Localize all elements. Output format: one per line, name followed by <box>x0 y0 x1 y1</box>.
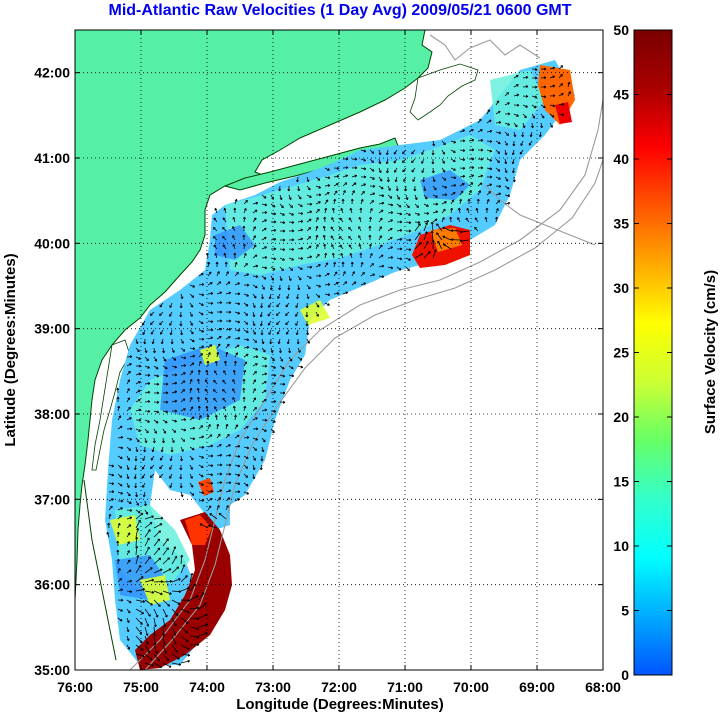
velocity-very-low-region <box>160 345 245 420</box>
x-tick-label: 69:00 <box>519 679 555 695</box>
axis-ticks <box>74 30 604 671</box>
x-tick-label: 76:00 <box>57 679 93 695</box>
y-tick-label: 38:00 <box>34 406 70 422</box>
y-tick-label: 35:00 <box>34 662 70 678</box>
y-axis-label: Latitude (Degrees:Minutes) <box>2 253 19 446</box>
bathymetry-contours <box>129 34 603 670</box>
velocity-moderate-region <box>200 345 220 365</box>
map-frame <box>74 29 604 671</box>
land-cape-cod <box>409 63 479 121</box>
colorbar-tick-label: 40 <box>613 151 629 167</box>
x-tick-labels: 76:00 75:00 74:00 73:00 72:00 71:00 70:00 69:00… <box>57 679 621 695</box>
x-tick-label: 71:00 <box>387 679 423 695</box>
colorbar-tick-label: 5 <box>621 603 629 619</box>
velocity-mid-region <box>490 70 545 130</box>
y-tick-label: 41:00 <box>34 150 70 166</box>
colorbar-ticks: 0 5 10 15 20 25 30 35 40 45 50 <box>613 22 672 683</box>
colorbar-tick-label: 25 <box>613 345 629 361</box>
colorbar-tick-label: 10 <box>613 538 629 554</box>
y-tick-label: 39:00 <box>34 321 70 337</box>
colorbar-tick-label: 15 <box>613 474 629 490</box>
y-tick-label: 42:00 <box>34 65 70 81</box>
x-tick-label: 73:00 <box>255 679 291 695</box>
lat-lon-grid <box>75 30 603 670</box>
x-tick-label: 75:00 <box>123 679 159 695</box>
velocity-moderate-region <box>140 575 170 605</box>
colorbar-scale <box>633 29 673 676</box>
velocity-very-low-region <box>420 170 470 200</box>
y-tick-label: 40:00 <box>34 235 70 251</box>
x-axis-label: Longitude (Degrees:Minutes) <box>236 696 444 713</box>
velocity-field <box>105 60 575 670</box>
colorbar-tick-label: 30 <box>613 280 629 296</box>
velocity-moderate-region <box>110 515 140 545</box>
x-tick-label: 72:00 <box>321 679 357 695</box>
x-tick-label: 68:00 <box>585 679 621 695</box>
velocity-high-region <box>555 102 572 124</box>
velocity-arrows <box>106 65 571 668</box>
colorbar-label: Surface Velocity (cm/s) <box>702 270 719 434</box>
velocity-low-region <box>105 60 575 665</box>
x-tick-label: 70:00 <box>453 679 489 695</box>
colorbar-tick-label: 50 <box>613 22 629 38</box>
colorbar-tick-label: 20 <box>613 409 629 425</box>
colorbar-tick-label: 35 <box>613 216 629 232</box>
velocity-high-region <box>135 512 232 670</box>
velocity-very-low-region <box>215 225 255 260</box>
map-title: Mid-Atlantic Raw Velocities (1 Day Avg) … <box>109 2 572 19</box>
velocity-high-region <box>185 515 212 545</box>
land-outer-banks <box>83 479 117 661</box>
colorbar-tick-label: 0 <box>621 667 629 683</box>
y-tick-labels: 35:00 36:00 37:00 38:00 39:00 40:00 41:00 42:00 <box>34 65 70 678</box>
land-long-island <box>223 137 399 191</box>
y-tick-label: 37:00 <box>34 491 70 507</box>
colorbar: 0 5 10 15 20 25 30 35 40 45 50 Surface Velocity (c… <box>613 22 719 683</box>
y-tick-label: 36:00 <box>34 577 70 593</box>
colorbar-tick-label: 45 <box>613 87 629 103</box>
land-mainland <box>75 30 433 601</box>
x-tick-label: 74:00 <box>189 679 225 695</box>
